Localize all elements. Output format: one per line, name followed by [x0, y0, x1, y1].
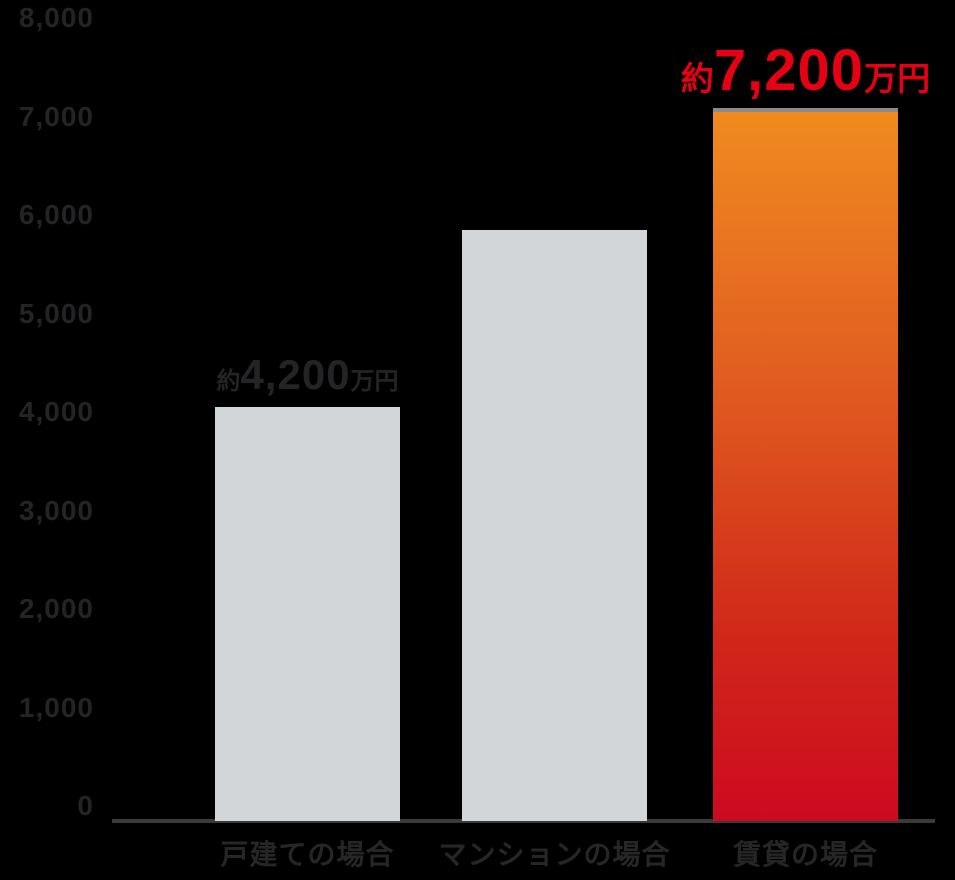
- value-prefix: 約: [216, 368, 241, 395]
- value-suffix: 万円: [350, 368, 399, 395]
- y-tick-label: 4,000: [18, 396, 94, 427]
- bar-value-label: 約4,200万円: [216, 351, 398, 399]
- value-prefix: 約: [680, 60, 714, 97]
- y-tick-label: 3,000: [18, 494, 94, 526]
- value-number: 7,200: [713, 38, 865, 103]
- y-tick-label: 8,000: [18, 2, 94, 33]
- category-label: 賃貸の場合: [732, 839, 878, 870]
- bar-column: 約4,200万円: [215, 351, 400, 821]
- x-axis-line: [112, 819, 935, 823]
- y-tick-label: 0: [77, 790, 94, 821]
- y-tick-label: 5,000: [18, 297, 94, 329]
- value-suffix: 万円: [864, 60, 931, 97]
- y-tick-label: 6,000: [18, 199, 94, 230]
- bar-value-label: 約7,200万円: [681, 37, 930, 104]
- category-label: 戸建ての場合: [220, 839, 395, 870]
- y-tick-label: 1,000: [18, 691, 94, 723]
- bar-highlighted: [713, 108, 898, 821]
- category-label: マンションの場合: [438, 839, 671, 870]
- bar-column: 約7,200万円: [681, 38, 930, 821]
- y-axis: 8,000 7,000 6,000 5,000 4,000 3,000 2,000 1,000…: [0, 0, 96, 880]
- bar: [462, 230, 647, 821]
- value-number: 4,200: [240, 351, 351, 398]
- y-tick-label: 2,000: [18, 593, 94, 624]
- bar: [215, 407, 400, 821]
- y-tick-label: 7,000: [18, 100, 94, 132]
- bar-column: [462, 230, 647, 821]
